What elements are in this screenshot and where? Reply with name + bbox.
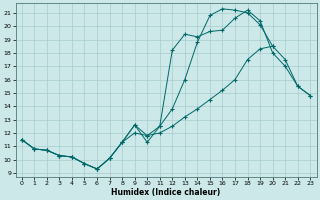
X-axis label: Humidex (Indice chaleur): Humidex (Indice chaleur) xyxy=(111,188,221,197)
